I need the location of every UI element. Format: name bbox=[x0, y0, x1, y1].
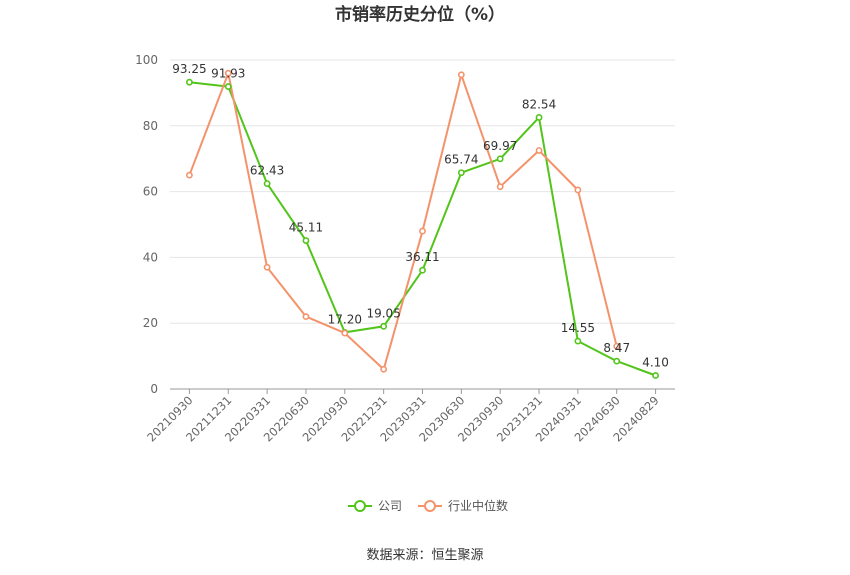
data-labels: 93.25 91.93 62.43 45.11 17.20 19.05 36.11 65.74… bbox=[172, 62, 669, 369]
data-label: 93.25 bbox=[172, 62, 206, 76]
y-tick-label: 40 bbox=[143, 250, 158, 264]
data-point bbox=[574, 337, 582, 345]
source-note: 数据来源：恒生聚源 bbox=[366, 548, 483, 563]
data-label: 45.11 bbox=[289, 221, 323, 235]
x-axis: 2021093020211231202203312022063020220930… bbox=[144, 388, 675, 445]
data-point bbox=[224, 69, 232, 77]
data-label: 65.74 bbox=[444, 153, 478, 167]
y-tick-label: 80 bbox=[143, 119, 158, 133]
data-point bbox=[186, 78, 193, 86]
data-label: 69.97 bbox=[483, 139, 517, 153]
data-point bbox=[652, 372, 659, 379]
data-label: 14.55 bbox=[561, 321, 595, 335]
data-point bbox=[496, 155, 504, 163]
data-label: 19.05 bbox=[366, 306, 400, 320]
legend[interactable]: 公司 行业中位数 bbox=[348, 498, 508, 513]
y-tick-label: 20 bbox=[143, 316, 158, 330]
legend-item-0[interactable]: 公司 bbox=[348, 499, 402, 513]
chart-title: 市销率历史分位（%） bbox=[335, 4, 505, 25]
series-line-1 bbox=[188, 72, 618, 371]
y-tick-label: 0 bbox=[150, 382, 158, 396]
data-point bbox=[457, 71, 465, 79]
data-point bbox=[613, 357, 621, 365]
y-tick-label: 60 bbox=[143, 185, 158, 199]
data-point bbox=[574, 186, 582, 194]
data-point bbox=[341, 329, 349, 337]
data-point bbox=[419, 227, 426, 235]
data-point bbox=[496, 183, 504, 191]
data-label: 4.10 bbox=[642, 356, 669, 370]
data-point bbox=[613, 342, 621, 350]
data-label: 8.47 bbox=[603, 341, 630, 355]
legend-label: 行业中位数 bbox=[448, 498, 508, 513]
data-label: 91.93 bbox=[211, 67, 245, 81]
data-point bbox=[302, 237, 310, 244]
data-label: 36.11 bbox=[405, 250, 439, 264]
data-point bbox=[535, 114, 543, 121]
data-point bbox=[380, 322, 388, 330]
data-point bbox=[535, 147, 543, 154]
y-tick-label: 100 bbox=[135, 53, 158, 67]
data-label: 17.20 bbox=[328, 312, 362, 326]
legend-marker bbox=[354, 500, 366, 512]
data-point bbox=[224, 83, 232, 90]
data-point bbox=[263, 263, 271, 271]
grid-lines bbox=[170, 59, 675, 324]
legend-marker bbox=[424, 500, 436, 512]
legend-label: 公司 bbox=[378, 499, 402, 513]
series-group bbox=[186, 69, 659, 379]
data-point bbox=[263, 180, 271, 188]
data-label: 82.54 bbox=[522, 97, 556, 111]
legend-item-1[interactable]: 行业中位数 bbox=[418, 498, 508, 513]
data-point bbox=[419, 266, 426, 274]
y-axis-ticks: 0 20 40 60 80 100 bbox=[135, 53, 158, 396]
data-point bbox=[186, 171, 193, 179]
data-point bbox=[380, 365, 388, 373]
data-point bbox=[302, 313, 310, 321]
data-point bbox=[457, 169, 465, 177]
data-label: 62.43 bbox=[250, 164, 284, 178]
